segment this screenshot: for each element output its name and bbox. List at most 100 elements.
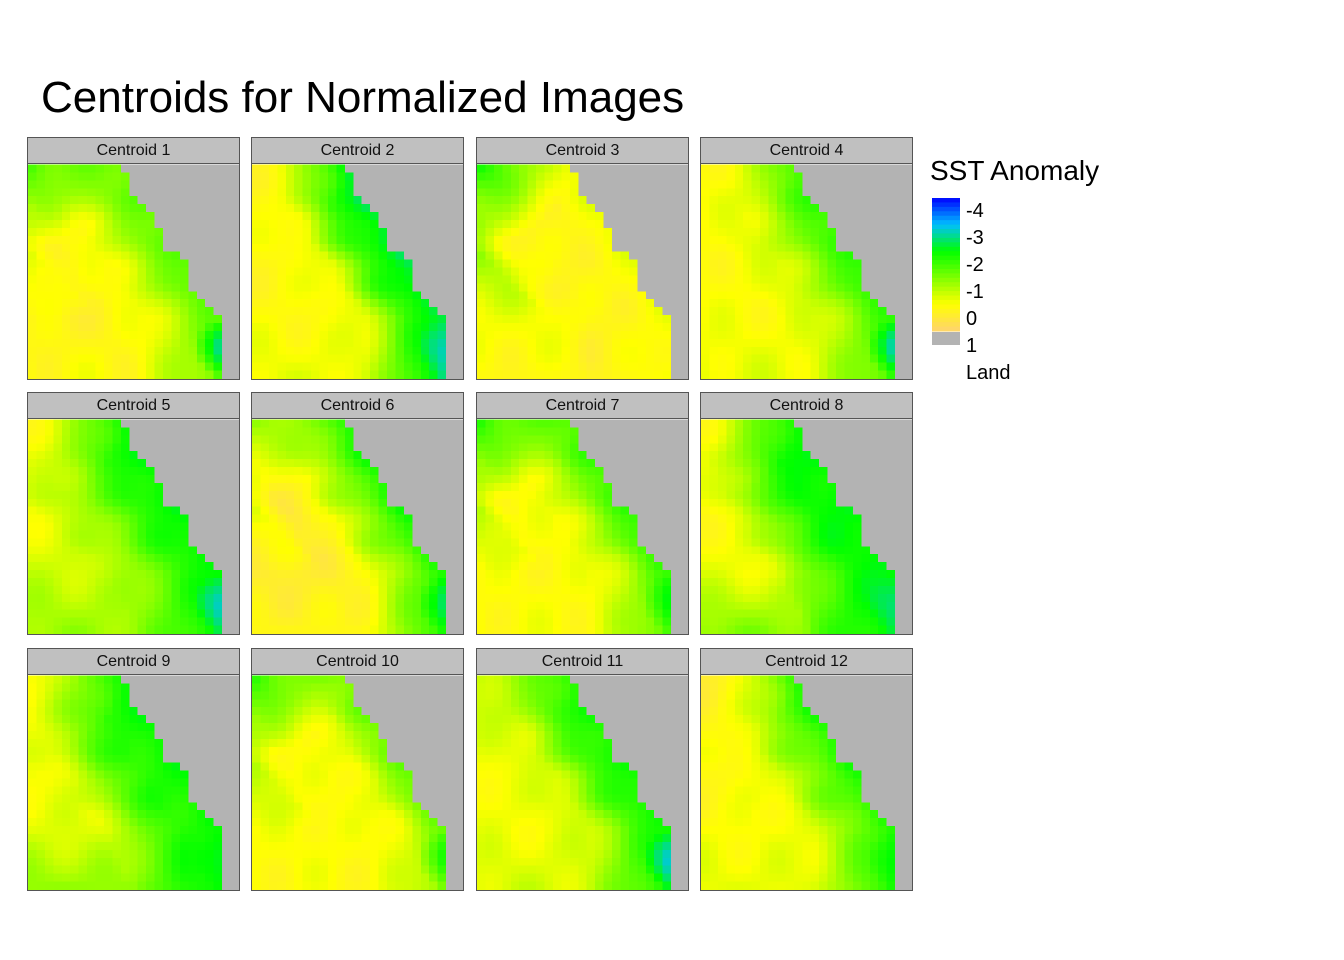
heatmap-cell	[637, 419, 647, 428]
heatmap-cell	[171, 601, 181, 611]
heatmap-cell	[230, 180, 239, 189]
heatmap-cell	[903, 291, 912, 300]
heatmap-cell	[268, 307, 278, 316]
heatmap-cell	[103, 625, 113, 634]
heatmap-cell	[802, 435, 812, 444]
heatmap-cell	[437, 212, 447, 221]
heatmap-cell	[477, 212, 486, 221]
heatmap-cell	[519, 530, 529, 539]
heatmap-cell	[429, 419, 439, 428]
heatmap-cell	[336, 506, 346, 516]
heatmap-cell	[163, 275, 172, 284]
heatmap-cell	[319, 570, 329, 579]
heatmap-cell	[437, 180, 447, 189]
heatmap-cell	[222, 459, 231, 468]
heatmap-cell	[378, 435, 388, 444]
heatmap-cell	[612, 506, 621, 516]
heatmap-cell	[387, 227, 396, 237]
heatmap-cell	[628, 251, 638, 261]
heatmap-cell	[78, 212, 88, 221]
heatmap-cell	[319, 275, 329, 284]
heatmap-cell	[260, 530, 270, 539]
heatmap-cell	[36, 506, 46, 516]
heatmap-cell	[645, 251, 655, 261]
heatmap-cell	[510, 609, 520, 619]
heatmap-cell	[760, 443, 769, 452]
heatmap-cell	[844, 474, 854, 484]
heatmap-cell	[70, 443, 80, 452]
heatmap-cell	[743, 451, 753, 460]
heatmap-cell	[420, 427, 430, 436]
heatmap-cell	[319, 204, 329, 213]
heatmap-cell	[370, 585, 379, 595]
heatmap-cell	[353, 362, 363, 371]
heatmap-cell	[819, 474, 828, 484]
heatmap-cell	[252, 346, 261, 356]
heatmap-cell	[378, 514, 388, 523]
heatmap-cell	[412, 617, 422, 626]
heatmap-cell	[163, 601, 172, 611]
heatmap-cell	[196, 346, 206, 356]
heatmap-cell	[671, 354, 680, 364]
heatmap-cell	[527, 482, 537, 492]
heatmap-cell	[61, 330, 71, 340]
heatmap-cell	[361, 562, 371, 571]
heatmap-cell	[387, 299, 396, 308]
heatmap-cell	[878, 243, 888, 253]
heatmap-cell	[302, 362, 312, 371]
heatmap-cell	[319, 259, 329, 268]
heatmap-cell	[302, 283, 312, 292]
heatmap-cell	[61, 459, 71, 468]
heatmap-cell	[319, 307, 329, 316]
heatmap-cell	[213, 338, 223, 348]
heatmap-cell	[493, 204, 503, 213]
heatmap-cell	[294, 467, 304, 476]
heatmap-cell	[285, 354, 295, 364]
heatmap-cell	[311, 251, 320, 261]
heatmap-cell	[28, 538, 37, 547]
heatmap-cell	[412, 498, 422, 508]
heatmap-cell	[361, 275, 371, 284]
heatmap-cell	[519, 617, 529, 626]
heatmap-cell	[311, 243, 320, 253]
heatmap-cell	[743, 219, 753, 229]
heatmap-cell	[477, 315, 486, 324]
heatmap-cell	[222, 346, 231, 356]
heatmap-cell	[370, 275, 379, 284]
heatmap-cell	[78, 219, 88, 229]
heatmap-cell	[230, 601, 239, 611]
heatmap-cell	[285, 427, 295, 436]
heatmap-cell	[603, 307, 613, 316]
heatmap-cell	[578, 180, 588, 189]
heatmap-cell	[903, 467, 912, 476]
heatmap-cell	[446, 243, 455, 253]
heatmap-cell	[886, 204, 896, 213]
heatmap-cell	[637, 467, 647, 476]
heatmap-cell	[205, 212, 215, 221]
heatmap-cell	[120, 467, 130, 476]
heatmap-cell	[387, 307, 396, 316]
heatmap-cell	[154, 578, 164, 587]
heatmap-cell	[645, 617, 655, 626]
heatmap-cell	[510, 315, 520, 324]
heatmap-cell	[230, 259, 239, 268]
heatmap-cell	[768, 275, 778, 284]
heatmap-cell	[878, 419, 888, 428]
heatmap-cell	[679, 585, 688, 595]
heatmap-cell	[502, 506, 512, 516]
heatmap-cell	[637, 530, 647, 539]
heatmap-cell	[561, 506, 571, 516]
heatmap-cell	[645, 451, 655, 460]
heatmap-cell	[869, 307, 879, 316]
heatmap-cell	[662, 291, 672, 300]
heatmap-cell	[213, 578, 223, 587]
heatmap-cell	[510, 259, 520, 268]
heatmap-cell	[709, 370, 719, 379]
heatmap-cell	[412, 283, 422, 292]
heatmap-cell	[28, 251, 37, 261]
heatmap-cell	[344, 172, 354, 181]
heatmap-cell	[612, 172, 621, 181]
heatmap-cell	[53, 506, 63, 516]
heatmap-cell	[485, 315, 495, 324]
heatmap-cell	[327, 554, 337, 563]
